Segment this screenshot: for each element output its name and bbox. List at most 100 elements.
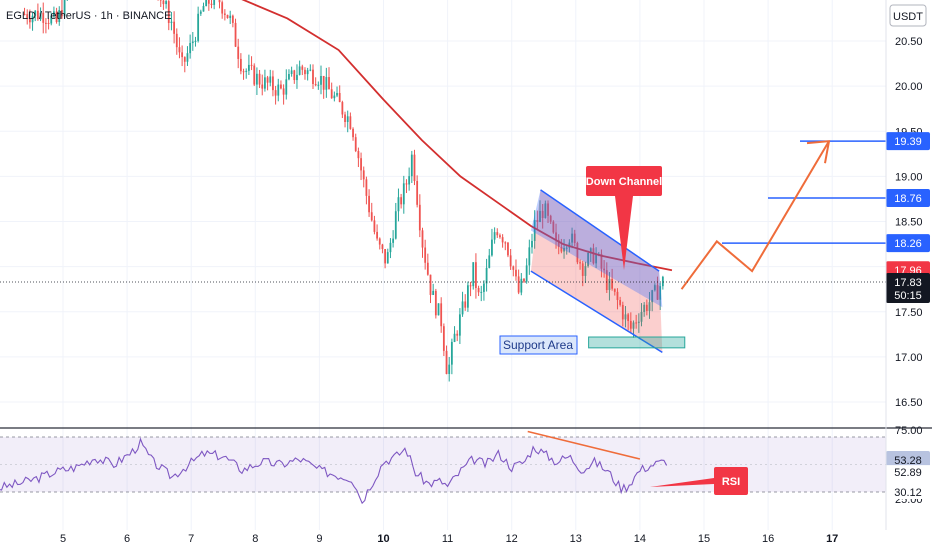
- candle-151: [426, 253, 429, 276]
- candle-body: [418, 204, 421, 231]
- candle-108: [312, 64, 314, 89]
- candle-203: [565, 245, 568, 255]
- candle-body: [352, 128, 354, 138]
- candle-body: [242, 71, 245, 73]
- candle-115: [330, 82, 333, 99]
- candle-body: [533, 220, 536, 241]
- candle-body: [517, 276, 520, 293]
- candle-63: [191, 31, 194, 51]
- currency-button[interactable]: [889, 4, 927, 27]
- candle-body: [298, 66, 301, 75]
- candle-body: [47, 22, 50, 24]
- candle-body: [440, 303, 443, 327]
- candle-body: [264, 77, 266, 89]
- y-tick-17.50: 17.50: [895, 307, 923, 319]
- candle-body: [616, 291, 619, 301]
- candle-body: [61, 10, 63, 17]
- candle-161: [453, 326, 456, 343]
- candle-body: [496, 232, 499, 236]
- candle-118: [338, 85, 341, 103]
- axis-layer: 56789101112131415161720.5020.0019.5019.0…: [60, 36, 930, 545]
- candle-body: [555, 232, 557, 241]
- candle-101: [293, 69, 296, 84]
- candle-body: [410, 154, 413, 177]
- candle-body: [36, 10, 39, 20]
- candle-body: [258, 73, 261, 85]
- candle-body: [376, 231, 378, 239]
- candle-body: [539, 210, 541, 223]
- candle-163: [458, 308, 461, 344]
- candle-body: [199, 11, 202, 14]
- candle-body: [429, 274, 432, 295]
- price-pane[interactable]: [0, 0, 886, 428]
- candle-155: [437, 303, 440, 316]
- candle-body: [370, 212, 373, 221]
- candle-158: [445, 345, 448, 375]
- candle-134: [381, 243, 384, 254]
- candle-body: [312, 69, 314, 85]
- candle-body: [357, 150, 360, 159]
- candle-body: [520, 278, 523, 293]
- candle-181: [507, 241, 509, 258]
- candle-130: [370, 202, 373, 222]
- candle-body: [50, 15, 53, 24]
- candle-body: [563, 247, 565, 252]
- candle-body: [234, 22, 237, 47]
- candle-body: [466, 285, 469, 308]
- candle-body: [485, 267, 488, 284]
- candle-body: [261, 84, 264, 89]
- target-badge-text-19.39: 19.39: [894, 136, 922, 148]
- candle-body: [39, 12, 42, 20]
- candle-body: [611, 278, 614, 289]
- candle-body: [213, 0, 216, 5]
- candle-8: [45, 18, 47, 34]
- candle-body: [277, 84, 280, 96]
- candle-66: [199, 9, 202, 16]
- candle-133: [378, 237, 381, 250]
- candle-111: [320, 65, 322, 95]
- candle-body: [525, 265, 528, 282]
- candle-body: [325, 77, 328, 90]
- candle-body: [595, 254, 597, 264]
- candle-217: [603, 260, 606, 278]
- candle-body: [426, 262, 429, 275]
- candle-120: [344, 111, 346, 128]
- x-tick-11: 11: [442, 533, 453, 545]
- candle-body: [45, 22, 47, 24]
- candle-body: [605, 270, 608, 291]
- candle-body: [63, 0, 66, 17]
- candle-body: [504, 242, 507, 244]
- candle-188: [525, 258, 528, 284]
- candle-body: [322, 75, 325, 90]
- candle-75: [223, 9, 226, 21]
- candle-body: [173, 21, 176, 34]
- candle-95: [277, 78, 280, 102]
- candle-112: [322, 75, 325, 99]
- candle-body: [170, 21, 173, 23]
- candle-body: [274, 90, 277, 96]
- candle-233: [645, 299, 648, 316]
- candle-195: [544, 200, 547, 219]
- candle-body: [360, 158, 362, 171]
- candle-body: [202, 6, 205, 12]
- candle-body: [488, 255, 491, 268]
- candle-189: [528, 239, 531, 275]
- support-zone: [588, 336, 686, 349]
- candle-218: [605, 262, 608, 294]
- candle-232: [643, 302, 646, 317]
- candle-231: [640, 303, 643, 327]
- candle-body: [221, 2, 224, 14]
- candle-153: [432, 283, 435, 296]
- candle-body: [288, 74, 290, 80]
- candle-104: [301, 64, 304, 76]
- candle-body: [231, 15, 234, 23]
- candle-body: [392, 238, 395, 243]
- support-label: Support Area: [503, 338, 573, 352]
- candle-body: [269, 76, 272, 83]
- candle-84: [247, 54, 250, 76]
- candle-140: [397, 188, 400, 222]
- time-axis[interactable]: [0, 530, 932, 550]
- candle-body: [589, 248, 592, 253]
- candle-body: [306, 70, 309, 75]
- candle-body: [442, 326, 445, 351]
